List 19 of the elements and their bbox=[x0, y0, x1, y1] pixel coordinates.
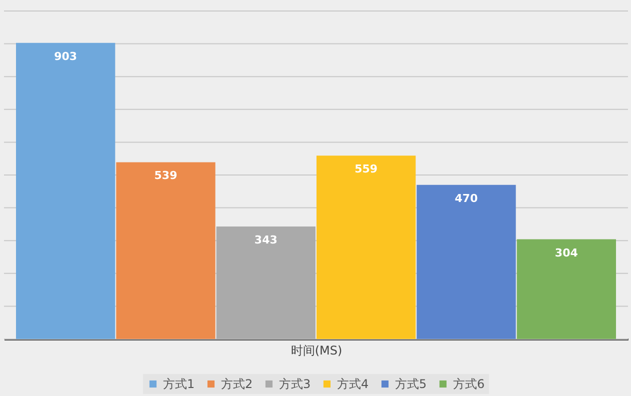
data-label: 539 bbox=[154, 169, 178, 182]
data-label: 559 bbox=[354, 162, 378, 176]
bar bbox=[316, 156, 416, 339]
legend-label: 方式1 bbox=[163, 377, 195, 391]
data-label: 903 bbox=[54, 50, 78, 63]
data-label: 343 bbox=[254, 233, 278, 246]
bar bbox=[16, 42, 116, 339]
data-label: 304 bbox=[554, 246, 578, 260]
bar bbox=[416, 184, 516, 339]
legend-label: 方式4 bbox=[337, 377, 369, 391]
legend-label: 方式6 bbox=[453, 377, 485, 391]
bar bbox=[116, 162, 216, 339]
legend-label: 方式3 bbox=[279, 377, 311, 391]
bar bbox=[516, 239, 616, 339]
data-label: 470 bbox=[454, 192, 478, 205]
legend-label: 方式5 bbox=[395, 377, 427, 391]
bar bbox=[216, 226, 316, 339]
x-axis-title: 时间(MS) bbox=[290, 344, 342, 358]
legend-label: 方式2 bbox=[221, 377, 253, 391]
